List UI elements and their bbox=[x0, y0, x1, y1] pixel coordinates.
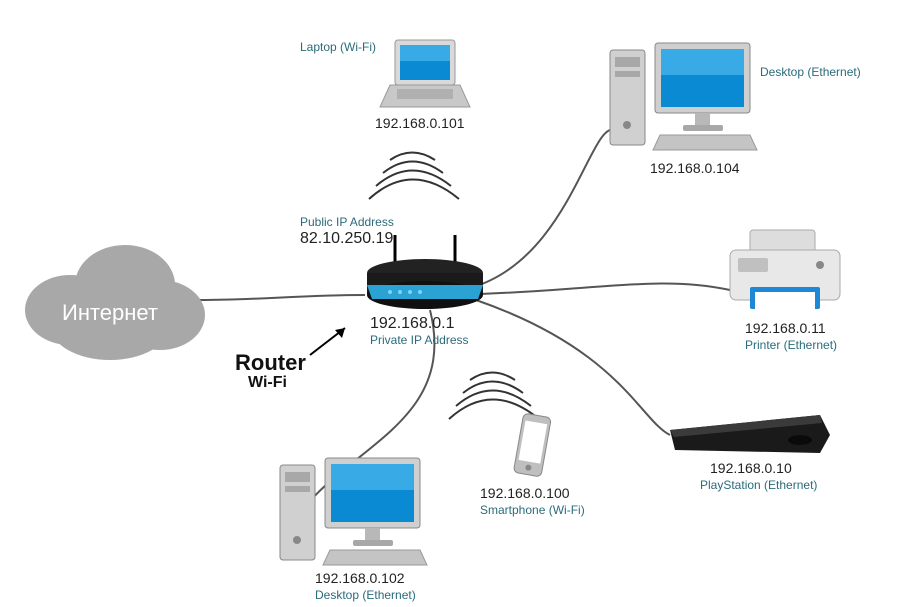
public-ip-label: Public IP Address bbox=[300, 215, 394, 229]
printer-ip: 192.168.0.11 bbox=[745, 320, 826, 336]
wifi-laptop bbox=[369, 153, 459, 200]
laptop-ip: 192.168.0.101 bbox=[375, 115, 465, 131]
playstation-icon bbox=[660, 395, 835, 465]
smartphone-ip: 192.168.0.100 bbox=[480, 485, 570, 501]
playstation-label: PlayStation (Ethernet) bbox=[700, 478, 817, 492]
desktop1-label: Desktop (Ethernet) bbox=[760, 65, 861, 79]
desktop2-icon bbox=[275, 450, 430, 570]
printer-label: Printer (Ethernet) bbox=[745, 338, 837, 352]
private-ip-label: Private IP Address bbox=[370, 333, 469, 347]
playstation-ip: 192.168.0.10 bbox=[710, 460, 792, 476]
smartphone-icon bbox=[510, 410, 555, 485]
cloud-label: Интернет bbox=[62, 300, 158, 325]
network-diagram: Интернет Public IP Address 82.10.250.19 … bbox=[0, 0, 900, 607]
router-private-ip: 192.168.0.1 bbox=[370, 315, 455, 333]
router-title: Router bbox=[235, 350, 306, 376]
laptop-label: Laptop (Wi-Fi) bbox=[300, 40, 376, 54]
public-ip: 82.10.250.19 bbox=[300, 230, 393, 248]
router-arrow bbox=[300, 320, 360, 360]
internet-cloud: Интернет bbox=[10, 225, 210, 365]
desktop1-ip: 192.168.0.104 bbox=[650, 160, 740, 176]
desktop2-ip: 192.168.0.102 bbox=[315, 570, 405, 586]
laptop-icon bbox=[375, 35, 475, 120]
smartphone-label: Smartphone (Wi-Fi) bbox=[480, 503, 585, 517]
desktop1-icon bbox=[605, 35, 760, 155]
desktop2-label: Desktop (Ethernet) bbox=[315, 588, 416, 602]
printer-icon bbox=[720, 225, 850, 320]
router-subtitle: Wi-Fi bbox=[248, 374, 287, 392]
